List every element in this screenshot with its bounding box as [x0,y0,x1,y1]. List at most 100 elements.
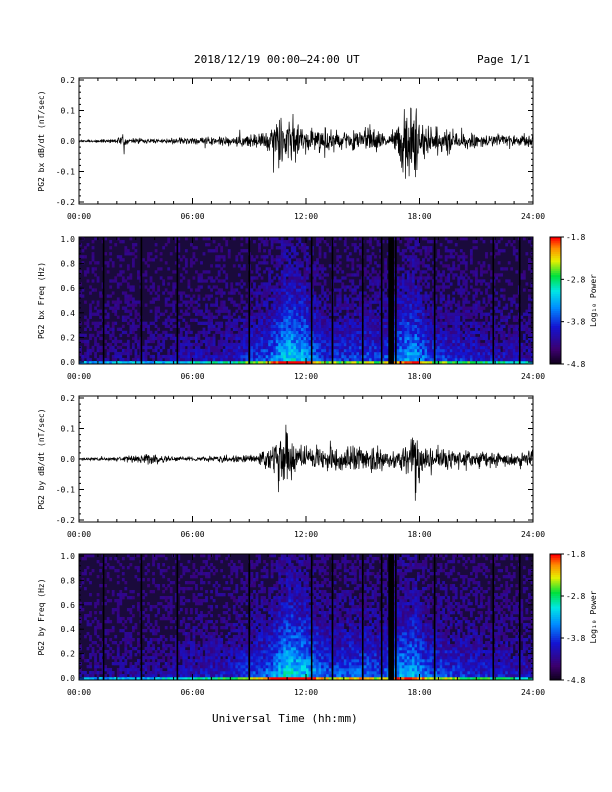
spectrogram-cell [94,321,97,325]
spectrogram-cell [401,354,405,359]
spectrogram-cell [303,324,307,329]
spectrogram-cell [91,641,95,645]
spectrogram-cell [202,252,206,256]
spectrogram-cell [245,312,249,316]
spectrogram-cell [437,324,440,329]
colorbar-segment [550,330,561,333]
spectrogram-cell [437,333,440,338]
spectrogram-cell [409,249,413,253]
spectrogram-cell [512,339,516,344]
spectrogram-cell [230,345,234,350]
spectrogram-cell [459,312,463,316]
spectrogram-cell [452,351,456,356]
spectrogram-cell [306,264,309,268]
spectrogram-cell [134,357,138,362]
spectrogram-cell [182,291,186,295]
spectrogram-cell [396,282,400,286]
spectrogram-cell [283,345,287,350]
spectrogram-cell [457,255,461,259]
spectrogram-cell [429,306,433,310]
spectrogram-cell [432,345,435,350]
spectrogram-cell [366,240,370,244]
spectrogram-cell [424,324,428,329]
spectrogram-cell [154,324,158,329]
spectrogram-cell [212,285,216,289]
spectrogram-cell [313,297,317,301]
spectrogram-cell [225,306,229,310]
spectrogram-cell [416,243,420,247]
spectrogram-cell [295,309,299,313]
spectrogram-cell [406,273,410,277]
spectrogram-cell [222,348,226,353]
spectrogram-cell [298,336,302,341]
spectrogram-cell [293,342,297,347]
spectrogram-cell [119,282,123,286]
spectrogram-cell [411,318,415,322]
spectrogram-cell [351,306,355,310]
spectrogram-cell [265,291,269,295]
spectrogram-cell [81,578,85,582]
spectrogram-cell [404,351,408,356]
spectrogram-cell [422,345,425,350]
spectrogram-cell [91,246,95,250]
colorbar-segment [550,275,561,278]
spectrogram-cell [447,264,451,268]
spectrogram-cell [285,333,289,338]
spectrogram-cell [195,300,198,304]
spectrogram-cell [86,665,90,669]
colorbar-segment [550,253,561,257]
spectrogram-cell [411,291,415,295]
spectrogram-cell [295,270,299,274]
x-tick-label: 24:00 [521,530,545,539]
spectrogram-cell [265,255,269,259]
spectrogram-cell [366,321,370,325]
spectrogram-cell [376,336,380,341]
spectrogram-cell [495,315,498,319]
spectrogram-cell [94,237,97,241]
spectrogram-cell [452,342,456,347]
spectrogram-cell [260,303,264,307]
spectrogram-cell [142,354,145,359]
spectrogram-cell [328,351,332,356]
spectrogram-cell [263,285,266,289]
spectrogram-cell [245,321,249,325]
spectrogram-cell [114,276,118,280]
spectrogram-cell [255,351,259,356]
spectrogram-cell [490,330,493,335]
spectrogram-cell [280,285,284,289]
spectrogram-cell [285,243,289,247]
spectrogram-cell [179,345,183,350]
spectrogram-cell [240,279,244,283]
spectrogram-cell [152,333,155,338]
spectrogram-cell [351,357,355,362]
spectrogram-cell [172,351,176,356]
spectrogram-cell [427,348,430,353]
spectrogram-cell [467,360,471,365]
spectrogram-cell [295,285,299,289]
spectrogram-cell [459,288,463,292]
spectrogram-cell [230,330,234,335]
spectrogram-cell [527,321,531,325]
spectrogram-cell [192,360,196,365]
spectrogram-cell [432,336,435,341]
spectrogram-cell [111,333,115,338]
spectrogram-cell [323,342,327,347]
spectrogram-cell [356,318,360,322]
spectrogram-cell [283,309,287,313]
spectrogram-cell [210,315,213,319]
spectrogram-cell [124,360,128,365]
spectrogram-cell [462,252,466,256]
spectrogram-cell [154,318,158,322]
spectrogram-cell [379,351,382,356]
spectrogram-cell [353,312,357,316]
spectrogram-cell [144,279,148,283]
spectrogram-cell [184,300,188,304]
spectrogram-cell [263,291,266,295]
spectrogram-cell [522,324,526,329]
spectrogram-cell [167,240,171,244]
spectrogram-cell [293,279,297,283]
spectrogram-cell [495,309,498,313]
spectrogram-cell [210,324,213,329]
colorbar-segment [550,323,561,327]
spectrogram-cell [313,270,317,274]
